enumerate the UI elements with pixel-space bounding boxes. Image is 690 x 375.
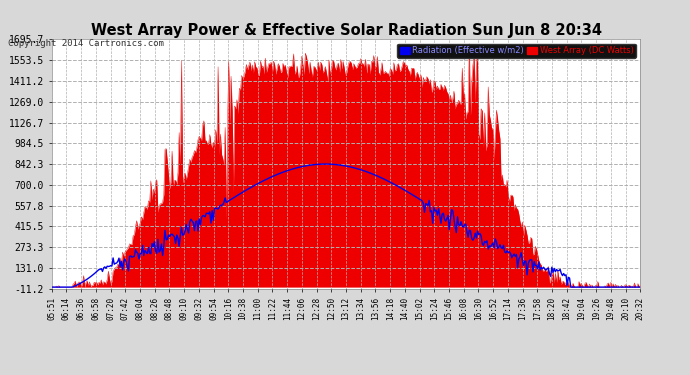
Title: West Array Power & Effective Solar Radiation Sun Jun 8 20:34: West Array Power & Effective Solar Radia… bbox=[90, 23, 602, 38]
Legend: Radiation (Effective w/m2), West Array (DC Watts): Radiation (Effective w/m2), West Array (… bbox=[397, 44, 636, 57]
Text: Copyright 2014 Cartronics.com: Copyright 2014 Cartronics.com bbox=[8, 39, 164, 48]
